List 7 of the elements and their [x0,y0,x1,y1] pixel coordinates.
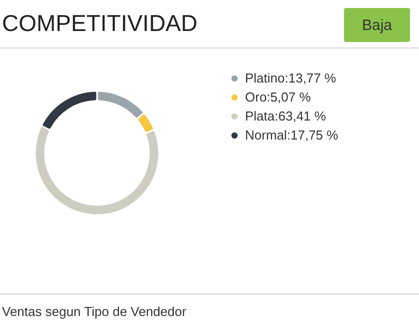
text: Baja [362,17,393,34]
legend-label: Platino:13,77 % [245,70,337,86]
legend-label: Oro:5,07 % [245,90,312,104]
chart-title: COMPETITIVIDAD [2,10,198,36]
text: Ventas segun Tipo de Vendedor [2,304,187,319]
legend-label: Normal:17,75 % [245,128,339,142]
legend-label: Plata:63,41 % [245,108,326,124]
